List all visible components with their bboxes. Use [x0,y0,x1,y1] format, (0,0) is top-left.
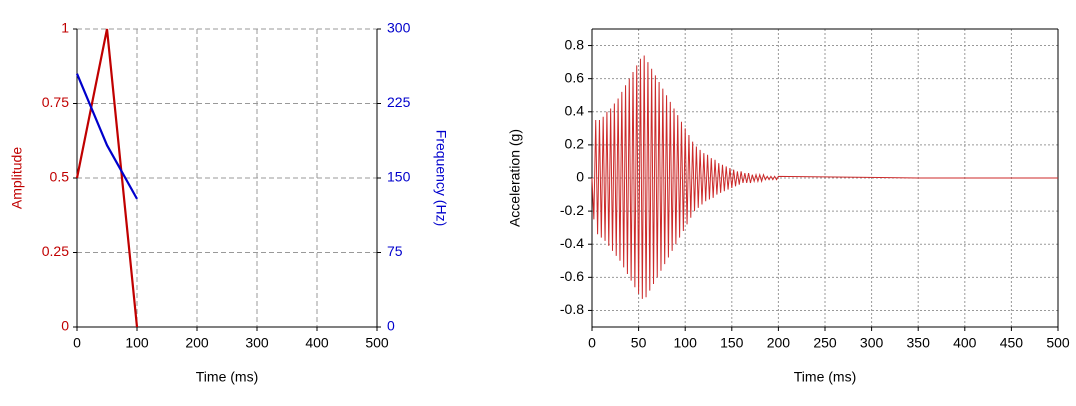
x-tick-label: 150 [720,335,744,351]
y2-tick-label: 225 [387,94,411,110]
data-line [75,73,138,200]
x-tick-label: 300 [245,335,269,351]
y-tick-label: 0.8 [565,36,585,52]
x-tick-label: 400 [953,335,977,351]
y-tick-label: 0.25 [42,243,69,259]
y2-tick-label: 300 [387,20,411,36]
x-tick-label: 250 [813,335,837,351]
y-tick-label: 0 [576,169,584,185]
x-tick-label: 0 [73,335,81,351]
y2-axis-label: Frequency (Hz) [433,130,449,226]
y2-tick-label: 150 [387,169,411,185]
x-tick-label: 450 [1000,335,1024,351]
x-axis-label: Time (ms) [196,369,258,385]
x-tick-label: 300 [860,335,884,351]
y2-tick-label: 75 [387,243,403,259]
x-tick-label: 350 [907,335,931,351]
x-tick-label: 50 [631,335,647,351]
y-tick-label: -0.4 [560,235,584,251]
y-tick-label: 0 [61,318,69,334]
x-tick-label: 500 [1046,335,1070,351]
y-axis-label: Amplitude [9,147,25,209]
y-tick-label: 0.4 [565,102,585,118]
x-tick-label: 200 [185,335,209,351]
y-tick-label: 0.2 [565,136,585,152]
x-axis-label: Time (ms) [794,369,856,385]
x-tick-label: 400 [305,335,329,351]
y-tick-label: 0.75 [42,94,69,110]
x-tick-label: 100 [125,335,149,351]
y-tick-label: -0.8 [560,301,584,317]
data-line [591,55,1058,299]
y-tick-label: 0.6 [565,69,585,85]
x-tick-label: 200 [767,335,791,351]
y-tick-label: 1 [61,20,69,36]
y-tick-label: -0.6 [560,268,584,284]
x-tick-label: 0 [588,335,596,351]
y-tick-label: 0.5 [50,169,70,185]
y-axis-label: Acceleration (g) [507,129,523,227]
y2-tick-label: 0 [387,318,395,334]
x-tick-label: 500 [365,335,389,351]
y-tick-label: -0.2 [560,202,584,218]
x-tick-label: 100 [674,335,698,351]
data-line [75,28,139,328]
